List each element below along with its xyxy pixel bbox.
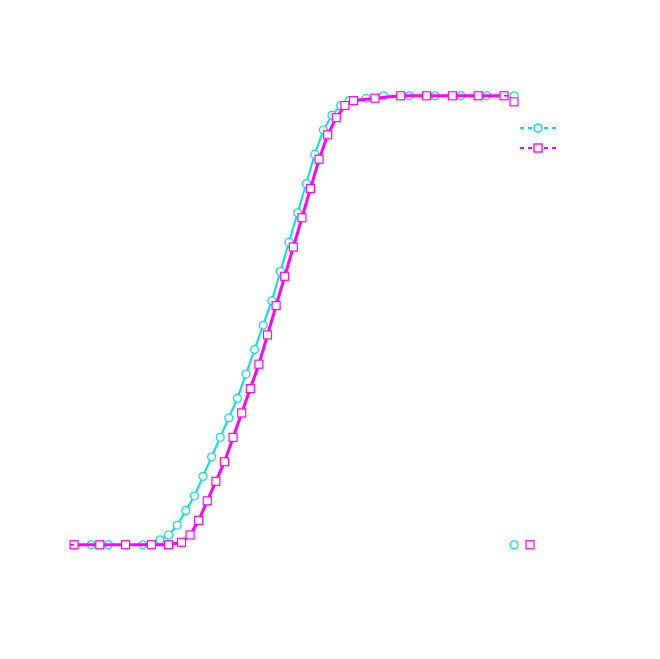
series-b-marker [147,541,155,549]
legend-marker [534,144,542,152]
series-a-marker [173,521,181,529]
series-b-marker [298,214,306,222]
line-chart [0,0,660,659]
series-b-marker [448,92,456,100]
series-a-marker [156,536,164,544]
series-b-marker [423,92,431,100]
series-b-marker [307,184,315,192]
series-b-marker [350,97,358,105]
stray-marker [510,541,518,549]
series-b-marker [122,541,130,549]
stray-marker [510,98,518,106]
series-a-marker [242,370,250,378]
series-a-marker [190,492,198,500]
series-b-marker [315,155,323,163]
series-b-marker [186,531,194,539]
series-b-marker [212,477,220,485]
legend-marker [534,124,542,132]
series-b-marker [221,458,229,466]
series-a-marker [233,394,241,402]
series-b-marker [229,433,237,441]
stray-marker [526,541,534,549]
series-b-marker [289,243,297,251]
series-b-marker [165,541,173,549]
series-b-marker [195,516,203,524]
series-b-marker [371,94,379,102]
series-a-marker [259,321,267,329]
series-a-marker [216,433,224,441]
series-b-marker [264,331,272,339]
series-b-marker [397,92,405,100]
series-a-marker [225,414,233,422]
series-a-marker [165,531,173,539]
series-b-marker [203,497,211,505]
series-a-marker [208,453,216,461]
series-b-marker [96,541,104,549]
series-b-marker [246,385,254,393]
series-b-marker [341,102,349,110]
series-b-marker [281,272,289,280]
series-b-marker [474,92,482,100]
series-b-marker [332,114,340,122]
series-b-marker [272,302,280,310]
series-a-marker [182,507,190,515]
series-a-marker [199,472,207,480]
series-a-marker [251,346,259,354]
series-b-marker [178,538,186,546]
series-b-marker [238,409,246,417]
series-b-marker [324,131,332,139]
series-b-marker [255,360,263,368]
